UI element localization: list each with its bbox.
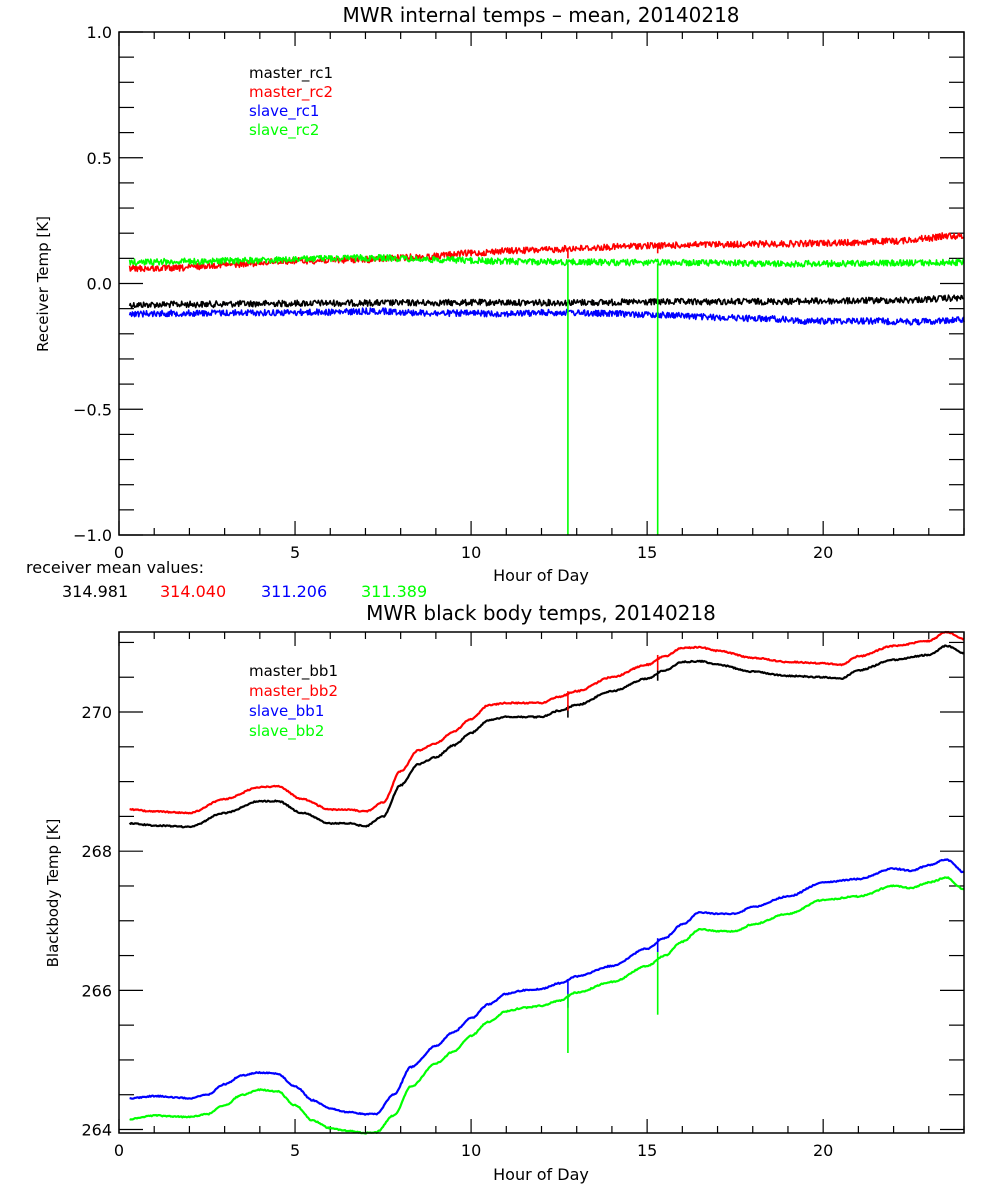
series-line-slave_rc2 xyxy=(128,254,965,268)
y-tick-label: −0.5 xyxy=(73,400,112,419)
x-tick-label: 10 xyxy=(461,543,481,562)
series-line-slave_rc1 xyxy=(128,307,965,326)
y-tick-label: 264 xyxy=(81,1121,112,1140)
x-tick-label: 0 xyxy=(114,1141,124,1160)
plot-frame xyxy=(118,31,965,536)
chart-title: MWR internal temps – mean, 20140218 xyxy=(342,3,739,27)
x-tick-label: 5 xyxy=(290,1141,300,1160)
series-line-master_bb2 xyxy=(129,630,965,815)
x-axis-label: Hour of Day xyxy=(493,1165,589,1184)
x-tick-label: 20 xyxy=(813,1141,833,1160)
blackbody-temps-chart: MWR black body temps, 20140218 Blackbody… xyxy=(44,601,965,1184)
y-tick-label: 1.0 xyxy=(87,23,112,42)
series-group xyxy=(128,232,965,535)
y-axis-label: Receiver Temp [K] xyxy=(34,216,52,352)
series-line-slave_bb1 xyxy=(129,858,965,1116)
legend: master_bb1 master_bb2 slave_bb1 slave_bb… xyxy=(249,662,338,741)
y-tick-label: 270 xyxy=(81,703,112,722)
annotation-value: 314.981 xyxy=(62,582,128,601)
axis-ticks: 0 5 10 15 20 264 266 268 270 xyxy=(81,632,965,1160)
annotation-value: 314.040 xyxy=(160,582,226,601)
y-tick-label: 266 xyxy=(81,981,112,1000)
legend-entry: slave_bb1 xyxy=(249,702,324,721)
series-line-master_rc2 xyxy=(128,232,965,273)
legend-entry: master_bb2 xyxy=(249,682,338,701)
x-tick-label: 15 xyxy=(637,1141,657,1160)
y-tick-label: 0.0 xyxy=(87,275,112,294)
x-axis-label: Hour of Day xyxy=(493,566,589,585)
x-tick-label: 15 xyxy=(637,543,657,562)
legend-entry: master_rc2 xyxy=(249,83,333,102)
legend-entry: master_bb1 xyxy=(249,662,338,681)
x-tick-label: 20 xyxy=(813,543,833,562)
plot-frame xyxy=(118,631,965,1134)
x-tick-label: 5 xyxy=(290,543,300,562)
x-tick-label: 10 xyxy=(461,1141,481,1160)
axis-ticks: 0 5 10 15 20 −1.0 −0.5 0.0 0.5 1.0 xyxy=(73,23,965,562)
chart-title: MWR black body temps, 20140218 xyxy=(366,601,716,625)
legend-entry: master_rc1 xyxy=(249,64,333,83)
series-line-master_rc1 xyxy=(128,294,965,309)
y-tick-label: 0.5 xyxy=(87,149,112,168)
series-line-slave_bb2 xyxy=(129,876,965,1135)
legend-entry: slave_rc1 xyxy=(249,102,319,121)
y-axis-label: Blackbody Temp [K] xyxy=(44,819,62,968)
series-line-master_bb1 xyxy=(128,644,965,829)
legend: master_rc1 master_rc2 slave_rc1 slave_rc… xyxy=(249,64,333,140)
y-tick-label: −1.0 xyxy=(73,526,112,545)
legend-entry: slave_bb2 xyxy=(249,722,324,741)
annotation-value: 311.206 xyxy=(261,582,327,601)
receiver-mean-annotation: receiver mean values: 314.981 314.040 31… xyxy=(26,558,427,601)
legend-entry: slave_rc2 xyxy=(249,121,319,140)
annotation-value: 311.389 xyxy=(361,582,427,601)
y-tick-label: 268 xyxy=(81,842,112,861)
series-group xyxy=(128,630,965,1135)
x-tick-label: 0 xyxy=(114,543,124,562)
internal-temps-chart: MWR internal temps – mean, 20140218 Rece… xyxy=(26,3,965,601)
annotation-label: receiver mean values: xyxy=(26,558,204,577)
